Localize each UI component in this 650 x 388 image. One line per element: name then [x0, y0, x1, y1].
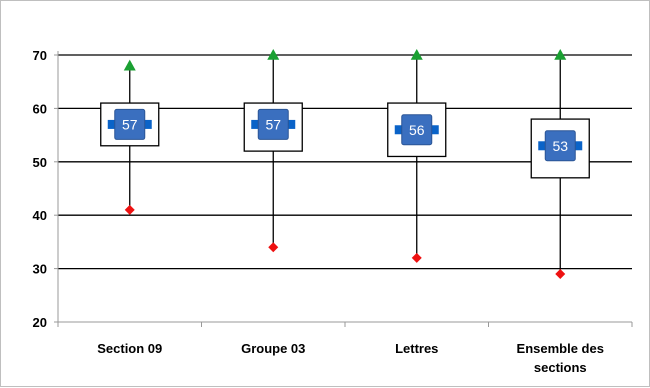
category-label-1-0: Groupe 03: [241, 341, 305, 356]
y-tick-label-40: 40: [33, 208, 47, 223]
median-label-1: 57: [265, 116, 281, 132]
min-marker-2: [411, 252, 422, 263]
y-tick-label-50: 50: [33, 155, 47, 170]
median-label-3: 53: [552, 138, 568, 154]
y-tick-label-70: 70: [33, 48, 47, 63]
y-tick-label-60: 60: [33, 101, 47, 116]
category-label-0-0: Section 09: [97, 341, 162, 356]
median-label-2: 56: [409, 122, 425, 138]
max-marker-2: [410, 49, 423, 60]
median-box-1: [257, 108, 289, 140]
y-tick-label-20: 20: [33, 315, 47, 330]
min-marker-3: [555, 268, 566, 279]
median-label-0: 57: [122, 116, 138, 132]
median-box-3: [544, 130, 576, 162]
median-box-0: [114, 108, 146, 140]
max-marker-0: [123, 59, 136, 71]
y-tick-label-30: 30: [33, 262, 47, 277]
max-marker-3: [554, 49, 567, 60]
category-label-3-1: sections: [534, 360, 587, 375]
max-marker-1: [267, 49, 280, 60]
min-marker-0: [124, 204, 135, 215]
min-marker-1: [268, 242, 279, 253]
median-box-2: [401, 114, 433, 146]
category-label-2-0: Lettres: [395, 341, 438, 356]
category-label-3-0: Ensemble des: [517, 341, 604, 356]
